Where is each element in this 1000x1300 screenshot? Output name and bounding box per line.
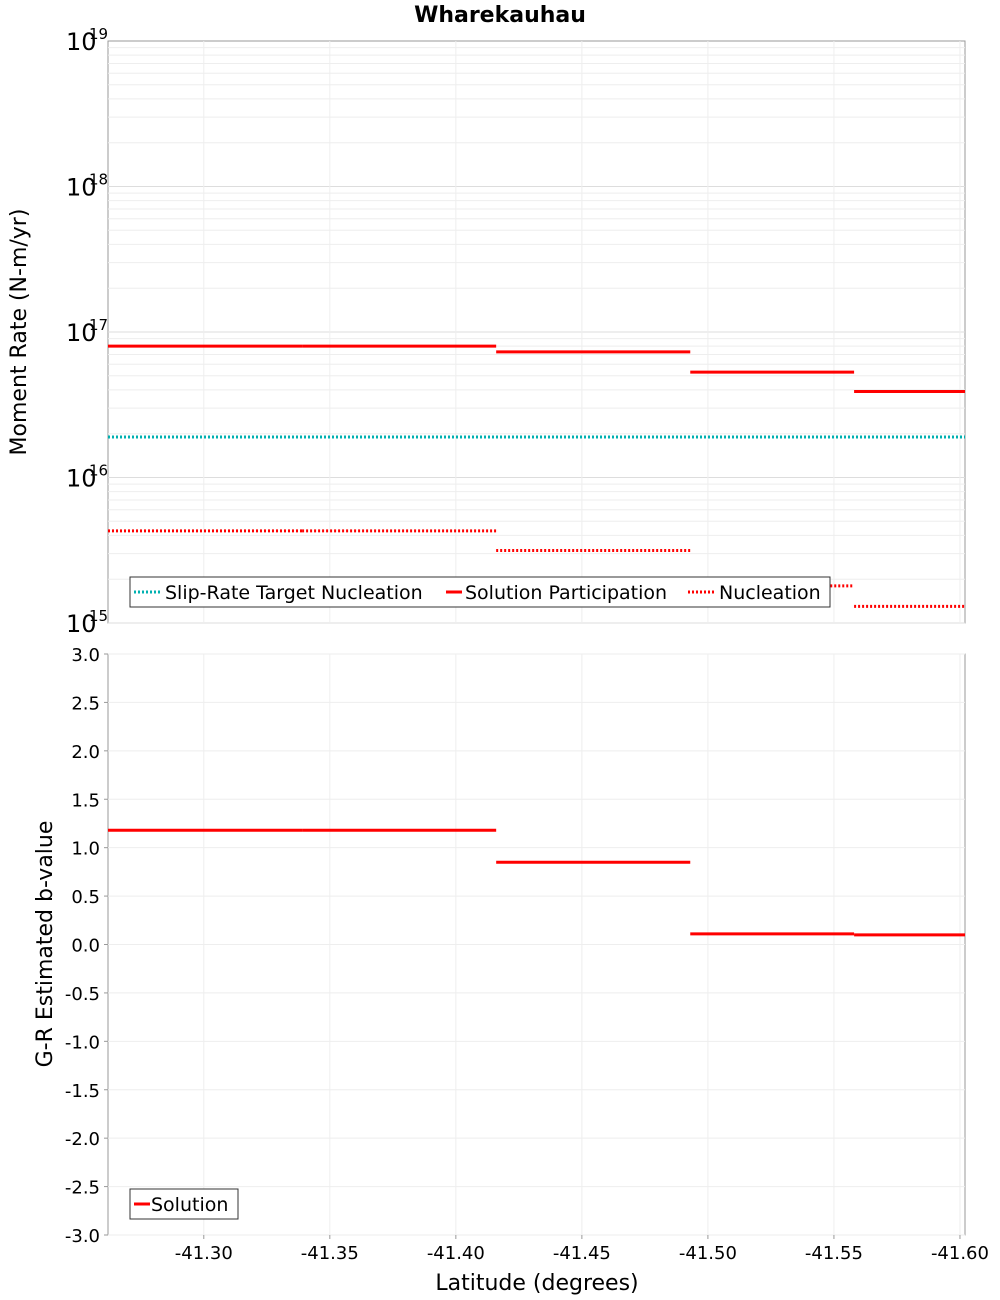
legend-label: Solution Participation <box>465 582 667 604</box>
y-tick-label-base: 10 <box>66 28 97 56</box>
y-tick-label: 3.0 <box>71 645 100 666</box>
series-solution <box>108 828 965 937</box>
b-value-y-ticks: 3.0 2.5 2.0 1.5 1.0 0.5 0.0 -0.5 -1.0 -1.5 -2.0 -2.… <box>65 645 108 1247</box>
y-tick-label-exponent: 19 <box>89 25 108 43</box>
y-tick-label-base: 10 <box>66 465 97 493</box>
y-tick-label-base: 10 <box>66 610 97 638</box>
legend-label: Slip-Rate Target Nucleation <box>165 582 423 604</box>
y-tick-label-exponent: 17 <box>89 316 108 334</box>
latitude-x-ticks: -41.30 -41.35 -41.40 -41.45 -41.50 -41.55 -41.… <box>175 1235 989 1264</box>
b-value-panel: 3.0 2.5 2.0 1.5 1.0 0.5 0.0 -0.5 -1.0 -1.5 -2.0 -2.… <box>33 645 989 1296</box>
x-tick-label: -41.50 <box>679 1243 737 1264</box>
y-tick-label: -1.5 <box>65 1081 100 1102</box>
y-tick-label: 2.0 <box>71 742 100 763</box>
y-tick-label-exponent: 15 <box>89 607 108 625</box>
moment-rate-gridlines <box>108 41 965 624</box>
y-tick-label-base: 10 <box>66 319 97 347</box>
x-tick-label: -41.55 <box>805 1243 863 1264</box>
x-tick-label: -41.35 <box>301 1243 359 1264</box>
y-tick-label: -1.0 <box>65 1032 100 1053</box>
series-solution-participation <box>108 344 965 394</box>
y-tick-label: -3.0 <box>65 1226 100 1247</box>
moment-rate-y-axis-label: Moment Rate (N-m/yr) <box>7 209 32 456</box>
chart-title: Wharekauhau <box>414 3 586 28</box>
x-tick-label: -41.40 <box>427 1243 485 1264</box>
y-tick-label: 2.5 <box>71 693 100 714</box>
moment-rate-legend: Slip-Rate Target Nucleation Solution Part… <box>129 576 831 608</box>
legend-label: Nucleation <box>719 582 821 604</box>
b-value-y-axis-label: G-R Estimated b-value <box>33 821 58 1068</box>
b-value-gridlines <box>108 653 965 1236</box>
x-tick-label: -41.45 <box>553 1243 611 1264</box>
y-tick-label: -2.0 <box>65 1129 100 1150</box>
x-tick-label: -41.30 <box>175 1243 233 1264</box>
x-tick-label: -41.60 <box>931 1243 989 1264</box>
y-tick-label-exponent: 18 <box>89 171 108 189</box>
b-value-series <box>108 828 965 937</box>
y-tick-label: 0.0 <box>71 936 100 957</box>
y-tick-label-base: 10 <box>66 174 97 202</box>
y-tick-label: 1.0 <box>71 839 100 860</box>
b-value-legend: Solution <box>129 1188 239 1220</box>
y-tick-label-exponent: 16 <box>89 462 108 480</box>
y-tick-label: -2.5 <box>65 1178 100 1199</box>
y-tick-label: 1.5 <box>71 790 100 811</box>
y-tick-label: -0.5 <box>65 984 100 1005</box>
x-axis-label: Latitude (degrees) <box>435 1271 638 1296</box>
y-tick-label: 0.5 <box>71 887 100 908</box>
legend-label: Solution <box>151 1194 228 1216</box>
